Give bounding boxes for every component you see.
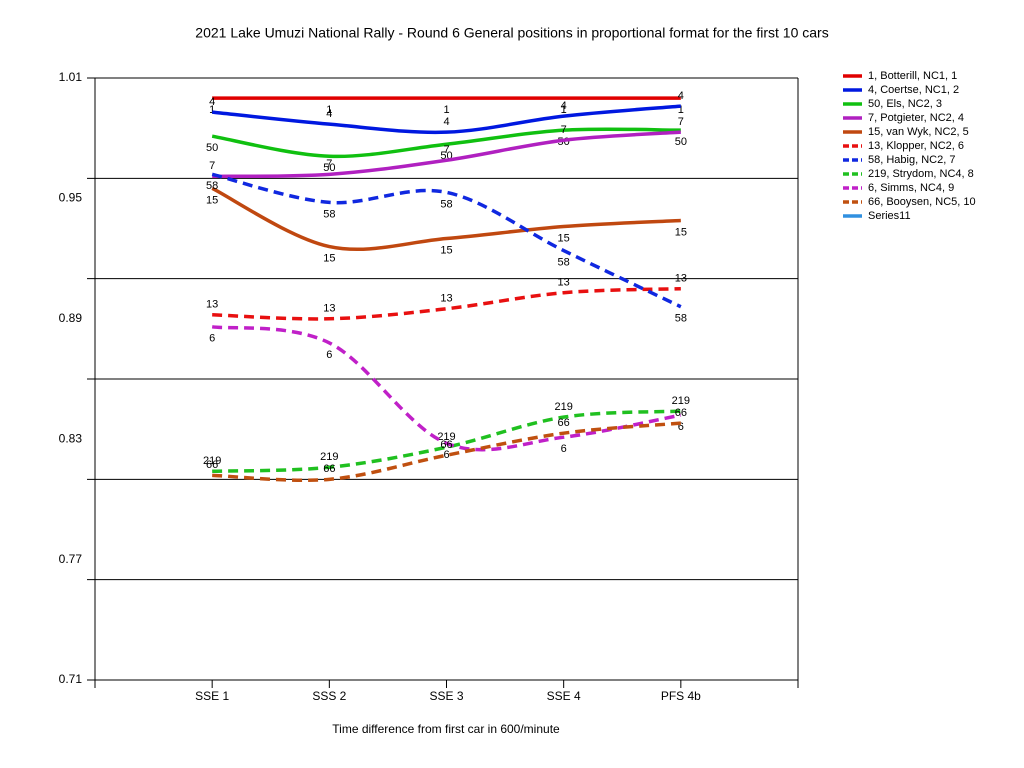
point-label: 15 [558, 232, 570, 244]
point-label: 50 [323, 162, 335, 174]
point-label: 58 [558, 256, 570, 268]
point-label: 7 [678, 116, 684, 128]
point-label: 7 [209, 160, 215, 172]
point-label: 7 [443, 144, 449, 156]
x-tick-label: SSS 2 [312, 689, 346, 703]
point-label: 66 [675, 407, 687, 419]
point-label: 15 [323, 252, 335, 264]
legend-label: 15, van Wyk, NC2, 5 [868, 126, 969, 138]
point-label: 1 [561, 104, 567, 116]
point-label: 66 [440, 439, 452, 451]
legend-label: 6, Simms, NC4, 9 [868, 182, 954, 194]
point-label: 6 [209, 333, 215, 345]
point-label: 15 [675, 226, 687, 238]
y-tick-label: 0.95 [59, 191, 83, 205]
series-line [211, 172, 682, 309]
y-tick-label: 0.83 [59, 431, 83, 445]
legend-label: 7, Potgieter, NC2, 4 [868, 112, 964, 124]
legend-label: 13, Klopper, NC2, 6 [868, 140, 964, 152]
y-tick-label: 0.77 [59, 552, 83, 566]
legend-label: 50, Els, NC2, 3 [868, 98, 942, 110]
x-axis-label: Time difference from first car in 600/mi… [332, 722, 560, 736]
point-label: 1 [209, 104, 215, 116]
point-label: 6 [443, 449, 449, 461]
point-label: 1 [326, 104, 332, 116]
point-label: 58 [323, 208, 335, 220]
series-line [212, 409, 681, 474]
x-tick-label: SSE 4 [547, 689, 581, 703]
point-label: 1 [443, 104, 449, 116]
x-tick-label: SSE 1 [195, 689, 229, 703]
point-label: 7 [326, 158, 332, 170]
point-label: 13 [206, 299, 218, 311]
legend-label: Series11 [868, 210, 911, 222]
x-tick-label: PFS 4b [661, 689, 701, 703]
point-label: 4 [561, 100, 567, 112]
y-tick-label: 1.01 [59, 70, 83, 84]
series-line [211, 325, 682, 452]
legend-label: 66, Booysen, NC5, 10 [868, 196, 976, 208]
point-label: 4 [326, 108, 332, 120]
point-label: 219 [554, 401, 572, 413]
point-label: 66 [558, 417, 570, 429]
point-label: 15 [440, 244, 452, 256]
legend-label: 4, Coertse, NC1, 2 [868, 84, 959, 96]
point-label: 50 [206, 142, 218, 154]
point-label: 1 [678, 104, 684, 116]
y-tick-label: 0.71 [59, 672, 83, 686]
legend-label: 219, Strydom, NC4, 8 [868, 168, 974, 180]
series-line [211, 186, 681, 252]
y-tick-label: 0.89 [59, 311, 83, 325]
series-line [212, 130, 681, 179]
chart-title: 2021 Lake Umuzi National Rally - Round 6… [195, 25, 828, 41]
series-line [211, 104, 681, 135]
point-label: 13 [323, 303, 335, 315]
x-tick-label: SSE 3 [429, 689, 463, 703]
point-label: 219 [672, 395, 690, 407]
point-label: 66 [323, 463, 335, 475]
point-label: 15 [206, 194, 218, 206]
point-label: 4 [443, 116, 449, 128]
series-line [211, 127, 681, 159]
point-label: 6 [326, 349, 332, 361]
point-label: 6 [561, 443, 567, 455]
legend-label: 1, Botterill, NC1, 1 [868, 70, 957, 82]
point-label: 6 [678, 421, 684, 433]
point-label: 219 [203, 455, 221, 467]
point-label: 50 [675, 136, 687, 148]
point-label: 219 [437, 431, 455, 443]
point-label: 58 [675, 313, 687, 325]
point-label: 13 [675, 273, 687, 285]
point-label: 58 [440, 198, 452, 210]
point-label: 13 [440, 293, 452, 305]
point-label: 66 [206, 459, 218, 471]
point-label: 4 [678, 90, 684, 102]
point-label: 219 [320, 451, 338, 463]
series-line [212, 286, 681, 321]
point-label: 4 [209, 96, 215, 108]
point-label: 13 [558, 277, 570, 289]
point-label: 58 [206, 180, 218, 192]
legend-label: 58, Habig, NC2, 7 [868, 154, 955, 166]
point-label: 7 [561, 124, 567, 136]
